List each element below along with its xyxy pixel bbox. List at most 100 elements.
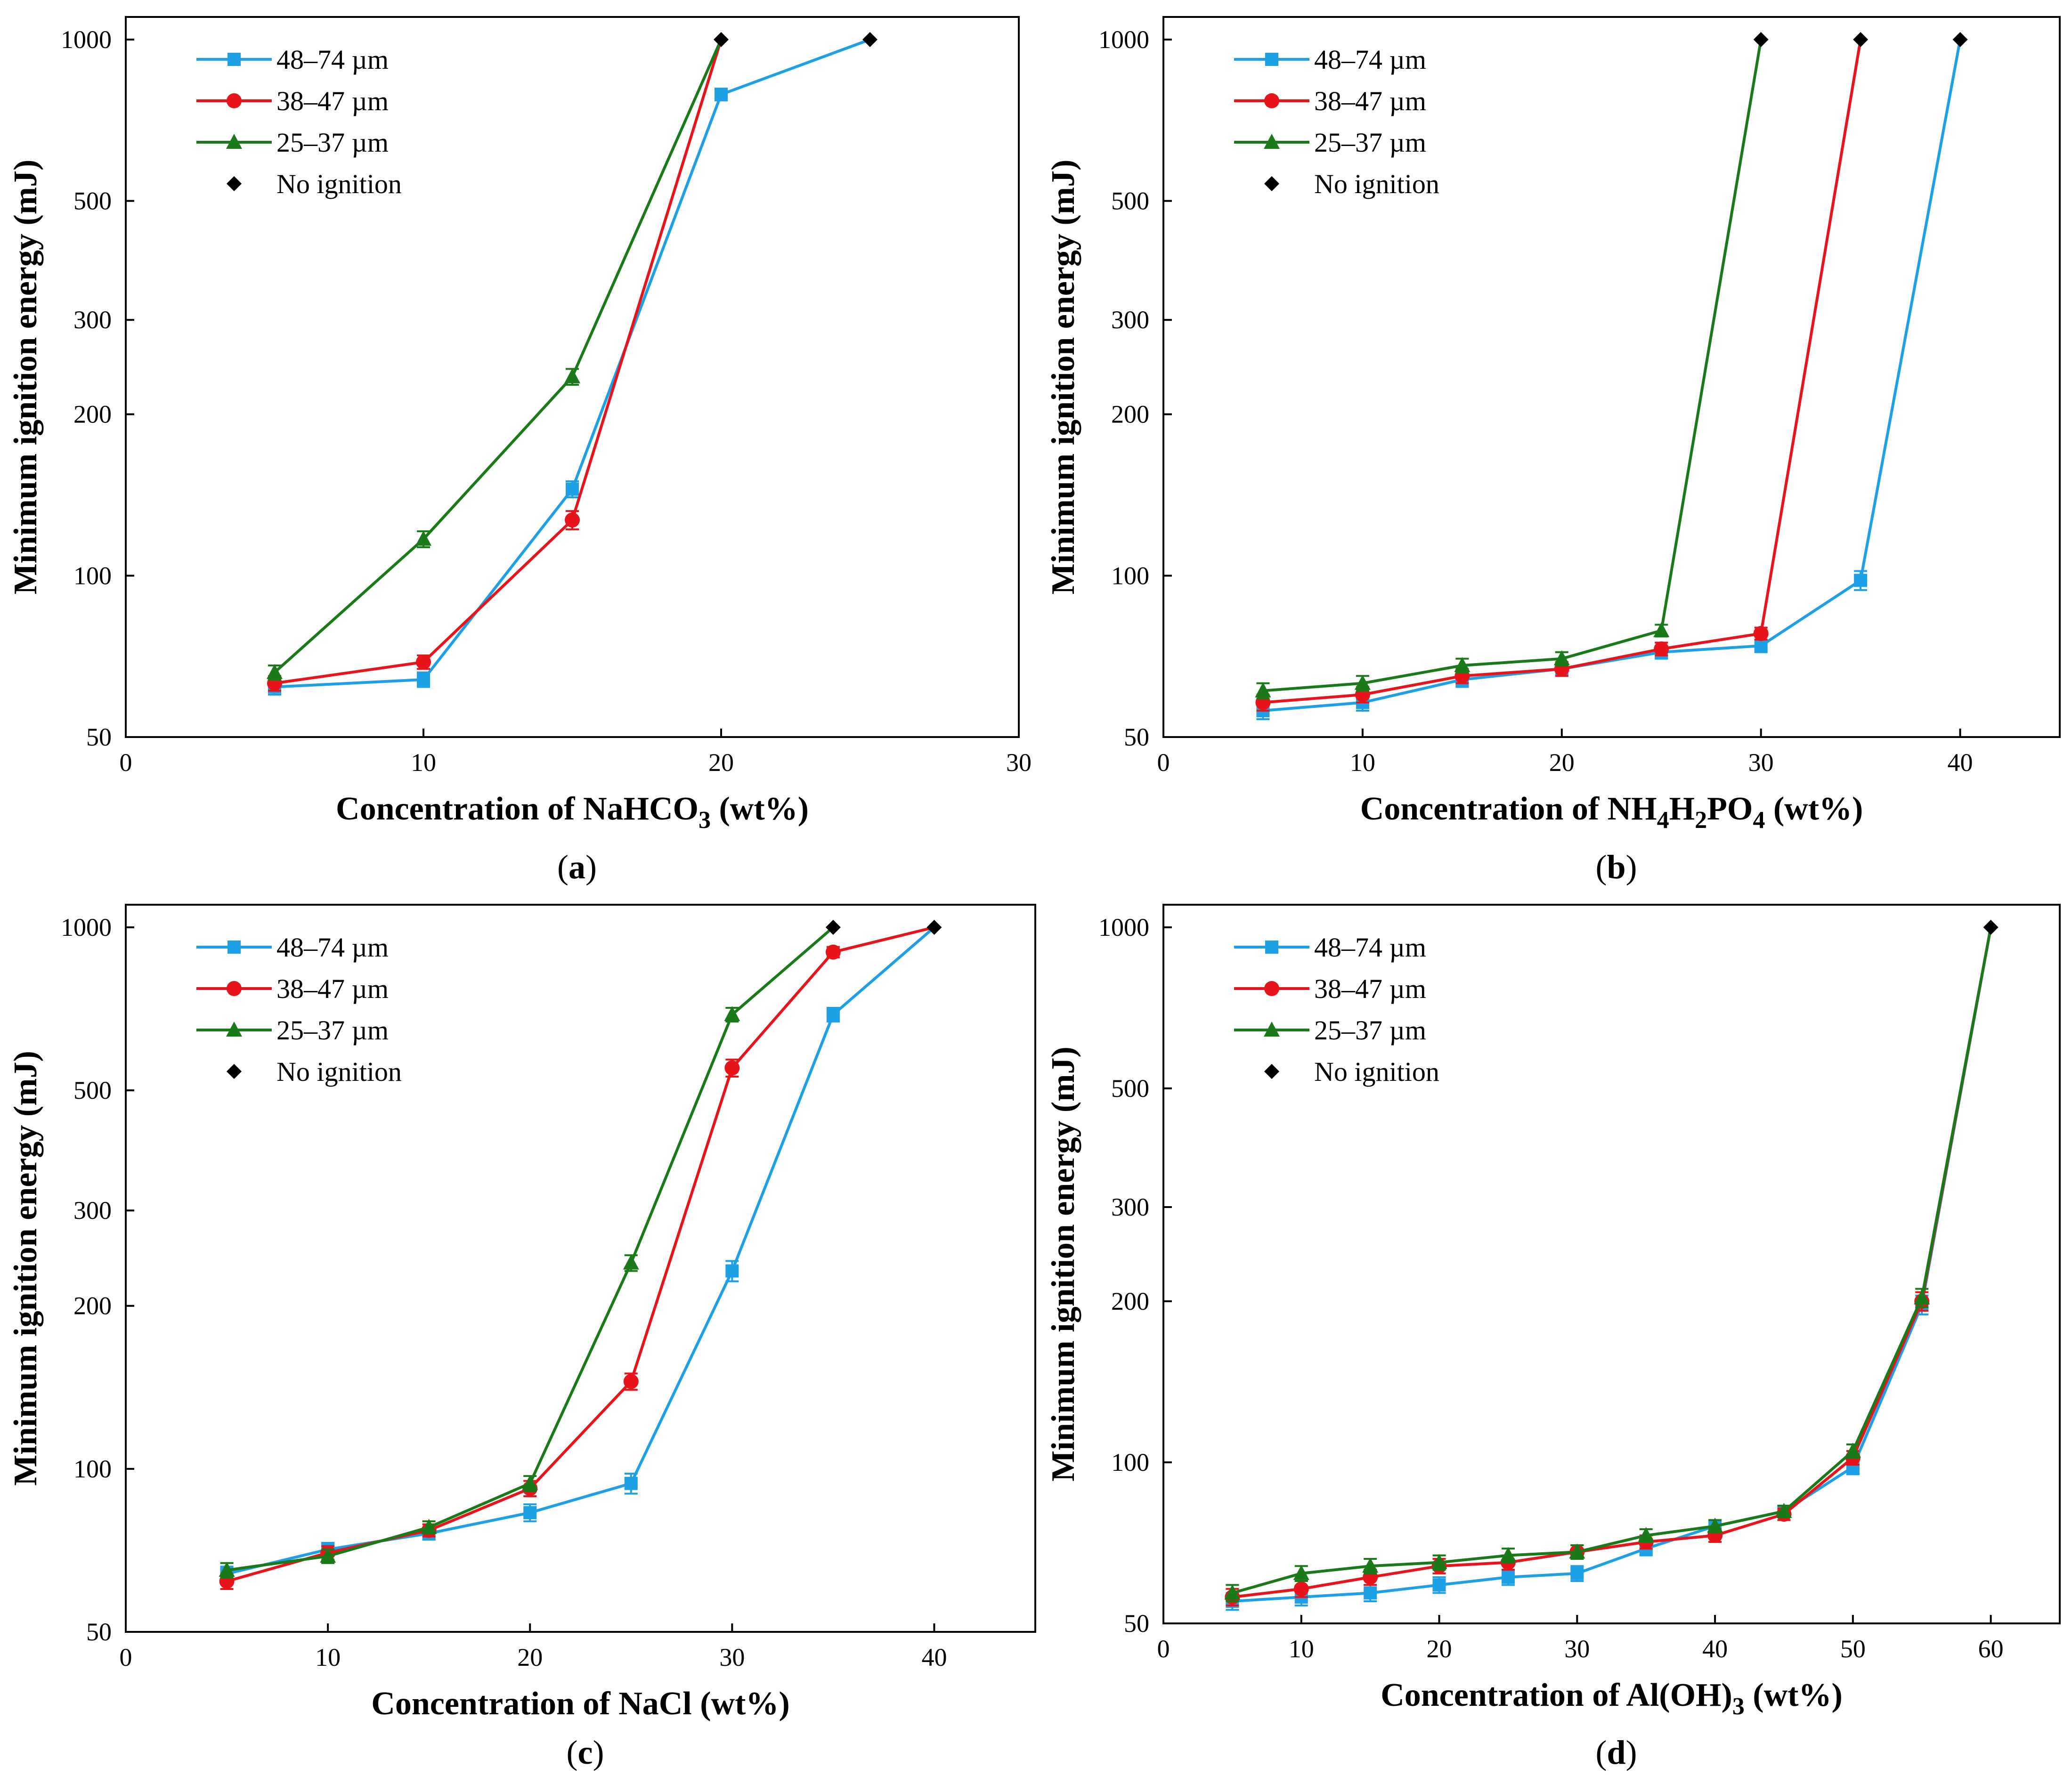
x-tick-label: 30 <box>719 1643 745 1671</box>
x-tick-label: 20 <box>517 1643 543 1671</box>
x-axis-title: Concentration of Al(OH)3 (wt%) <box>1381 1677 1843 1720</box>
legend-marker <box>1264 134 1280 149</box>
data-point <box>415 530 431 546</box>
x-tick-label: 30 <box>1748 748 1774 777</box>
legend-marker <box>227 93 242 108</box>
x-tick-label: 0 <box>1157 1635 1170 1663</box>
caption-letter: b <box>1607 848 1625 886</box>
data-point <box>624 1476 638 1490</box>
data-point <box>1354 674 1371 690</box>
data-point <box>725 1264 739 1278</box>
series-2 <box>219 926 834 1579</box>
series-line <box>1232 927 1992 1599</box>
data-point <box>1707 1517 1723 1533</box>
legend-label: No ignition <box>276 169 402 199</box>
legend-marker <box>1264 1064 1279 1079</box>
data-point <box>1431 1554 1447 1569</box>
series-line <box>273 39 723 673</box>
data-point <box>417 673 430 686</box>
legend-marker <box>226 1022 242 1037</box>
data-point <box>1844 1442 1861 1458</box>
y-axis-title: Minimum ignition energy (mJ) <box>1045 1046 1081 1482</box>
caption-letter: d <box>1607 1734 1625 1771</box>
y-tick-label: 300 <box>73 306 112 334</box>
data-point <box>1293 1565 1309 1580</box>
x-tick-label: 60 <box>1978 1635 2004 1663</box>
y-tick-label: 1000 <box>1098 25 1149 54</box>
legend-marker <box>1264 176 1279 191</box>
data-point <box>623 1374 639 1389</box>
data-point <box>421 1518 437 1534</box>
y-tick-label: 100 <box>73 1455 112 1483</box>
data-point <box>1362 1557 1379 1573</box>
panel-b: 0 10 20 30 40 50 100 200 300 500 1000 Minimum ignit… <box>1045 16 2061 886</box>
data-point <box>320 1548 336 1563</box>
x-axis-title-subscript: 4 <box>1753 807 1765 834</box>
x-axis-title-part: Concentration of NaCl <box>371 1686 691 1722</box>
legend-marker <box>226 134 242 149</box>
legend-label: No ignition <box>276 1056 402 1087</box>
no-ignition-point <box>1952 32 1968 47</box>
series-line <box>1263 39 1962 712</box>
y-tick-label: 100 <box>73 561 112 590</box>
data-point <box>522 1475 538 1490</box>
legend-label: 38–47 µm <box>1314 86 1426 116</box>
data-point <box>416 654 431 670</box>
caption-paren: ( <box>1595 848 1607 886</box>
x-axis-title-part: (wt%) <box>1765 791 1863 827</box>
y-tick-label: 500 <box>73 1076 112 1104</box>
data-point <box>1255 682 1271 697</box>
data-point <box>1653 622 1670 637</box>
plot-frame <box>1162 904 2061 1624</box>
y-tick-label: 50 <box>1124 1609 1149 1638</box>
legend-marker <box>1265 53 1278 66</box>
x-tick-label: 10 <box>315 1643 341 1671</box>
y-tick-label: 200 <box>73 400 112 429</box>
x-axis-title: Concentration of NH4H2PO4 (wt%) <box>1360 791 1863 834</box>
legend-label: 38–47 µm <box>1314 973 1426 1004</box>
x-axis-title-part: Concentration of Al(OH) <box>1381 1677 1732 1713</box>
legend-marker <box>1264 1022 1280 1037</box>
series-line <box>1232 927 1992 1595</box>
x-axis-title-part: PO <box>1707 791 1753 827</box>
no-ignition-point <box>1753 32 1769 47</box>
legend-marker <box>227 1064 242 1079</box>
y-tick-label: 50 <box>86 1618 112 1646</box>
panel-d: 0 10 20 30 40 50 60 50 100 200 300 500 1000 Minimum i… <box>1045 904 2061 1771</box>
data-point <box>1432 1578 1446 1592</box>
x-axis-title-part: H <box>1669 791 1695 827</box>
x-tick-label: 40 <box>921 1643 947 1671</box>
panel-caption: (d) <box>1595 1734 1637 1771</box>
x-tick-label: 30 <box>1006 748 1032 777</box>
x-tick-label: 10 <box>1350 748 1375 777</box>
caption-paren: ) <box>1626 1734 1637 1771</box>
no-ignition-point <box>926 920 942 935</box>
y-tick-label: 200 <box>1111 400 1149 429</box>
data-point <box>825 944 841 960</box>
data-point <box>1364 1586 1377 1600</box>
x-tick-label: 0 <box>120 1643 132 1671</box>
y-tick-label: 500 <box>1111 187 1149 215</box>
series-line <box>226 926 935 1575</box>
series-2 <box>267 39 723 681</box>
x-axis-title-part: (wt%) <box>1745 1677 1843 1713</box>
data-point <box>1293 1581 1309 1597</box>
y-axis-title: Minimum ignition energy (mJ) <box>8 160 44 595</box>
plot-frame <box>1162 16 2061 738</box>
data-point <box>219 1561 235 1577</box>
data-point <box>1454 657 1471 672</box>
data-point <box>1500 1547 1516 1562</box>
series-line <box>1263 39 1763 692</box>
no-ignition-point <box>825 920 841 935</box>
legend-label: 25–37 µm <box>276 127 389 158</box>
x-tick-label: 20 <box>708 748 734 777</box>
x-axis-title-part: (wt%) <box>711 791 809 827</box>
x-tick-label: 10 <box>1289 1635 1314 1663</box>
data-point <box>724 1060 740 1076</box>
data-point <box>1570 1566 1584 1580</box>
series-line <box>274 39 723 685</box>
x-axis-title: Concentration of NaHCO3 (wt%) <box>336 791 809 834</box>
legend-label: 48–74 µm <box>1314 932 1426 963</box>
legend-marker <box>228 941 241 954</box>
